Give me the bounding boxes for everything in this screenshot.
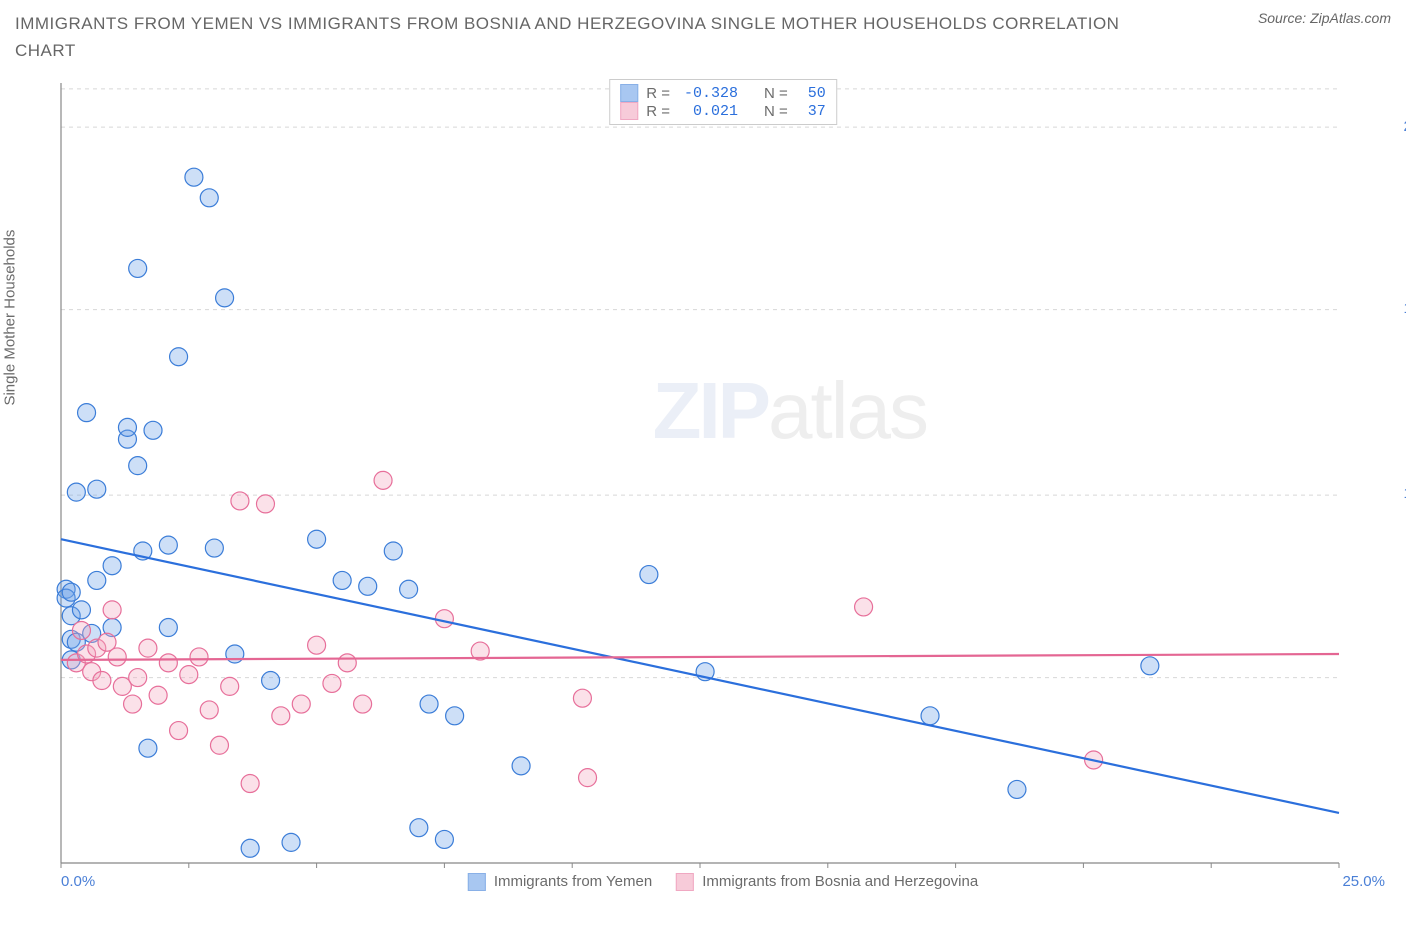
data-point bbox=[221, 678, 239, 696]
data-point bbox=[108, 648, 126, 666]
data-point bbox=[88, 481, 106, 499]
data-point bbox=[855, 598, 873, 616]
data-point bbox=[103, 601, 121, 619]
data-point bbox=[400, 581, 418, 599]
data-point bbox=[640, 566, 658, 584]
x-axis-max-label: 25.0% bbox=[1342, 873, 1385, 890]
stat-r-value: -0.328 bbox=[678, 85, 738, 102]
data-point bbox=[420, 695, 438, 713]
data-point bbox=[1008, 781, 1026, 799]
data-point bbox=[139, 640, 157, 658]
data-point bbox=[226, 645, 244, 663]
data-point bbox=[205, 539, 223, 557]
data-point bbox=[93, 672, 111, 690]
data-point bbox=[921, 707, 939, 725]
legend-item: Immigrants from Bosnia and Herzegovina bbox=[676, 873, 978, 891]
data-point bbox=[88, 572, 106, 590]
data-point bbox=[180, 666, 198, 684]
data-point bbox=[129, 457, 147, 475]
source-citation: Source: ZipAtlas.com bbox=[1258, 10, 1391, 26]
legend-item: Immigrants from Yemen bbox=[468, 873, 652, 891]
data-point bbox=[139, 740, 157, 758]
data-point bbox=[200, 189, 218, 207]
data-point bbox=[308, 637, 326, 655]
data-point bbox=[272, 707, 290, 725]
stat-n-value: 50 bbox=[796, 85, 826, 102]
stat-r-label: R = bbox=[646, 85, 670, 102]
data-point bbox=[185, 169, 203, 187]
series-legend: Immigrants from Yemen Immigrants from Bo… bbox=[468, 873, 978, 891]
data-point bbox=[262, 672, 280, 690]
data-point bbox=[149, 687, 167, 705]
data-point bbox=[1141, 657, 1159, 675]
data-point bbox=[512, 757, 530, 775]
data-point bbox=[159, 536, 177, 554]
legend-swatch bbox=[620, 84, 638, 102]
data-point bbox=[231, 492, 249, 510]
data-point bbox=[78, 404, 96, 422]
data-point bbox=[129, 669, 147, 687]
trend-line bbox=[61, 540, 1339, 814]
data-point bbox=[144, 422, 162, 440]
data-point bbox=[435, 610, 453, 628]
data-point bbox=[435, 831, 453, 849]
data-point bbox=[359, 578, 377, 596]
data-point bbox=[384, 542, 402, 560]
chart-container: Single Mother Households ZIPatlas R = -0… bbox=[15, 79, 1391, 890]
data-point bbox=[282, 834, 300, 852]
data-point bbox=[103, 557, 121, 575]
data-point bbox=[72, 601, 90, 619]
data-point bbox=[338, 654, 356, 672]
data-point bbox=[308, 531, 326, 549]
data-point bbox=[446, 707, 464, 725]
legend-label: Immigrants from Bosnia and Herzegovina bbox=[702, 873, 978, 890]
data-point bbox=[159, 654, 177, 672]
scatter-plot bbox=[55, 79, 1345, 869]
stat-r-label: R = bbox=[646, 103, 670, 120]
legend-swatch bbox=[676, 873, 694, 891]
data-point bbox=[374, 472, 392, 490]
chart-title: IMMIGRANTS FROM YEMEN VS IMMIGRANTS FROM… bbox=[15, 10, 1135, 64]
data-point bbox=[200, 701, 218, 719]
data-point bbox=[579, 769, 597, 787]
data-point bbox=[241, 775, 259, 793]
data-point bbox=[62, 584, 80, 602]
data-point bbox=[410, 819, 428, 837]
stat-n-label: N = bbox=[764, 103, 788, 120]
data-point bbox=[256, 495, 274, 513]
data-point bbox=[159, 619, 177, 637]
stat-r-value: 0.021 bbox=[678, 103, 738, 120]
data-point bbox=[354, 695, 372, 713]
stat-n-value: 37 bbox=[796, 103, 826, 120]
data-point bbox=[72, 622, 90, 640]
data-point bbox=[216, 289, 234, 307]
data-point bbox=[170, 348, 188, 366]
x-axis-min-label: 0.0% bbox=[61, 873, 95, 890]
data-point bbox=[67, 484, 85, 502]
data-point bbox=[118, 419, 136, 437]
data-point bbox=[190, 648, 208, 666]
data-point bbox=[210, 737, 228, 755]
stats-legend: R = -0.328 N = 50 R = 0.021 N = 37 bbox=[609, 79, 837, 125]
data-point bbox=[573, 690, 591, 708]
legend-row: R = -0.328 N = 50 bbox=[620, 84, 826, 102]
y-axis-label: Single Mother Households bbox=[2, 229, 19, 405]
data-point bbox=[170, 722, 188, 740]
data-point bbox=[323, 675, 341, 693]
data-point bbox=[333, 572, 351, 590]
data-point bbox=[292, 695, 310, 713]
legend-swatch bbox=[468, 873, 486, 891]
legend-label: Immigrants from Yemen bbox=[494, 873, 652, 890]
legend-row: R = 0.021 N = 37 bbox=[620, 102, 826, 120]
legend-swatch bbox=[620, 102, 638, 120]
data-point bbox=[241, 840, 259, 858]
data-point bbox=[124, 695, 142, 713]
data-point bbox=[129, 260, 147, 278]
stat-n-label: N = bbox=[764, 85, 788, 102]
